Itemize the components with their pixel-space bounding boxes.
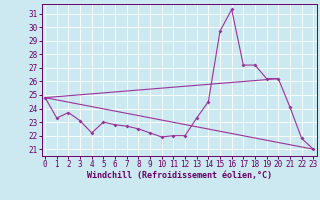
X-axis label: Windchill (Refroidissement éolien,°C): Windchill (Refroidissement éolien,°C) bbox=[87, 171, 272, 180]
